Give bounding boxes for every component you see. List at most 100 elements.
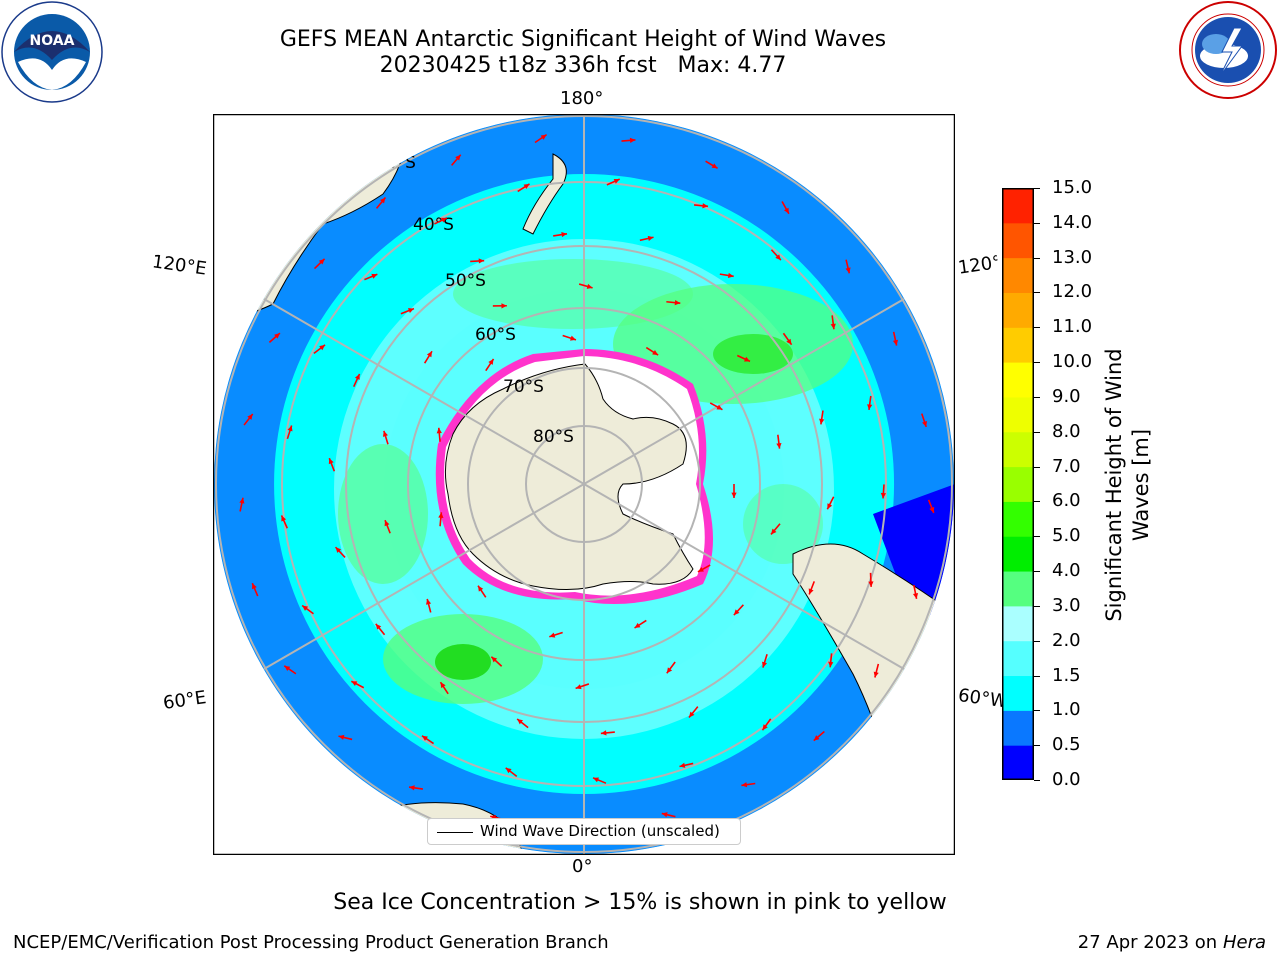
wave-arrow-head [783,207,789,214]
colorbar-tick-label: 0.0 [1052,769,1081,790]
wave-arrow-head [384,520,390,527]
wave-arrow-head [338,734,345,740]
colorbar-bin [1002,675,1034,711]
lon-label-180: 180° [560,88,604,109]
colorbar-bin [1002,257,1034,293]
wave-arrow-head [549,632,556,638]
wave-arrow-head [666,667,673,674]
wave-arrow-head [382,430,388,437]
wave-arrow-head [867,404,873,410]
wave-arrow-head [351,681,358,687]
wave-arrow-head [319,344,326,351]
colorbar-tick-label: 4.0 [1052,560,1081,582]
wave-arrow-head [440,217,447,223]
colorbar-tick-mark [1034,466,1040,468]
wave-arrow-head [287,425,293,432]
colorbar-tick-label: 11.0 [1052,316,1093,338]
wave-arrow-head [239,497,245,504]
lon-label-0: 0° [572,856,593,877]
wave-arrow-head [318,258,325,265]
colorbar-tick-mark [1034,396,1040,398]
colorbar-tick-label: 1.5 [1052,664,1081,686]
wave-arrow-head [629,137,636,143]
colorbar-bin [1002,292,1034,328]
map-legend: Wind Wave Direction (unscaled) [427,818,741,845]
noaa-logo-text: NOAA [30,33,75,49]
wave-arrow-head [661,812,668,818]
wave-arrow-head [600,730,607,736]
wave-arrow-head [561,232,568,238]
colorbar-tick-label: 10.0 [1052,351,1093,373]
wave-arrow-head [731,492,737,498]
colorbar-bin [1002,466,1034,502]
colorbar-bin [1002,745,1034,780]
wave-arrow-head [375,623,382,630]
wave-arrow-head [426,351,432,358]
lat-label-70s: 70°S [503,377,544,397]
lat-label-80s: 80°S [533,427,574,447]
wave-arrow-head [776,442,782,449]
wave-arrow-head [711,163,718,169]
wave-arrow-head [727,272,734,279]
wave-arrow-head [517,718,524,725]
lon-label-60w: 60°W [956,684,1006,713]
wave-arrow-head [868,581,874,587]
wave-arrow-head [880,492,887,499]
wave-arrow-head [251,583,257,590]
colorbar-tick-mark [1034,675,1040,677]
colorbar-tick-label: 5.0 [1052,525,1081,547]
footer-host: Hera [1222,932,1266,953]
colorbar-tick-mark [1034,222,1040,224]
wave-arrow-head [505,767,512,774]
colorbar-tick-label: 1.0 [1052,699,1081,721]
wave-arrow-head [302,605,309,611]
wave-arrow-head [674,300,681,306]
wave-arrow-head [912,593,919,599]
colorbar-bin [1002,640,1034,677]
wave-arrow-head [440,682,446,689]
colorbar-tick-label: 6.0 [1052,490,1081,512]
colorbar-tick-label: 0.5 [1052,734,1081,756]
wave-arrow-head [762,724,768,731]
noaa-logo: NOAA [1,1,103,103]
colorbar-tick-label: 3.0 [1052,594,1081,616]
wave-arrow-head [478,258,485,264]
colorbar-tick-mark [1034,780,1040,781]
colorbar-bin [1002,396,1034,433]
wave-arrow-head [702,203,708,209]
wave-arrow-head [827,503,833,510]
legend-line-swatch [437,832,473,833]
wave-arrow-head [808,588,814,595]
wave-arrow-head [491,656,498,663]
sea-ice-note: Sea Ice Concentration > 15% is shown in … [333,890,947,915]
colorbar-tick-mark [1034,605,1040,607]
lat-label-40s: 40°S [413,215,454,235]
colorbar-tick-label: 9.0 [1052,385,1081,407]
wave-arrow-head [733,609,740,616]
wave-arrow-head [613,178,620,184]
wave-arrow-head [455,154,461,161]
colorbar-tick-mark [1034,362,1040,364]
wave-arrow-head [354,373,360,380]
wave-arrow-head [922,420,927,427]
wave-arrow-head [697,566,704,572]
wave-arrow-head [575,684,582,690]
wave-arrow-head [328,458,334,465]
colorbar-tick-mark [1034,640,1040,642]
wave-arrow-head [892,339,899,346]
antarctica-landmass [444,363,694,591]
wave-arrow-head [716,404,723,410]
wave-arrow-head [478,585,484,592]
wave-arrow-head [409,785,415,791]
wave-arrow-head [501,303,507,309]
colorbar-tick-mark [1034,745,1040,747]
colorbar-bin [1002,222,1034,259]
wave-arrow-head [570,335,576,341]
wave-arrow-head [679,762,686,768]
wave-arrow-head [438,512,444,518]
wave-arrow-head [786,338,792,345]
colorbar-bin [1002,501,1034,537]
wave-arrow-head [371,273,378,279]
colorbar-bin [1002,710,1034,746]
colorbar-bin [1002,327,1034,363]
